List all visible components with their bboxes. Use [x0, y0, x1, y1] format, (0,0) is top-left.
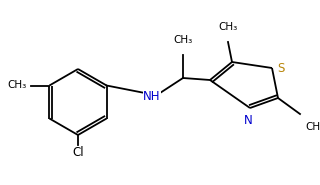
Text: CH₃: CH₃ [305, 122, 320, 132]
Text: CH₃: CH₃ [218, 22, 238, 32]
Text: Cl: Cl [72, 147, 84, 159]
Text: N: N [244, 114, 252, 127]
Text: S: S [277, 61, 285, 75]
Text: NH: NH [143, 90, 161, 102]
Text: CH₃: CH₃ [173, 35, 193, 45]
Text: CH₃: CH₃ [7, 80, 27, 90]
